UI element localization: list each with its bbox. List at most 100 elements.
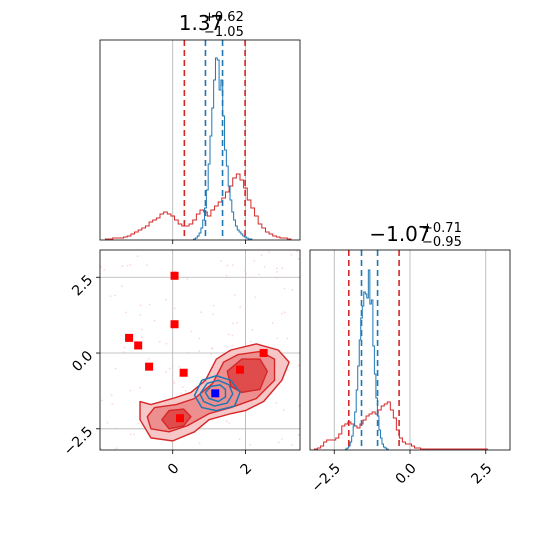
histogram-series xyxy=(104,57,292,240)
sample-point xyxy=(225,420,228,423)
sample-point xyxy=(198,442,201,445)
sample-point xyxy=(276,270,278,273)
marker-red xyxy=(170,271,179,280)
sample-point xyxy=(283,311,286,314)
sample-point xyxy=(276,267,278,270)
sample-point xyxy=(158,340,161,343)
title-value: −1.07 xyxy=(369,222,430,246)
sample-point xyxy=(280,438,283,440)
scatter-panel: 0 2 −2.5 0.0 2.5 xyxy=(61,249,301,478)
quantile-lines xyxy=(347,250,400,450)
sample-point xyxy=(244,273,247,276)
sample-point xyxy=(286,337,289,340)
sample-point xyxy=(200,311,202,314)
histogram-step-posterior_a xyxy=(104,173,292,240)
x-tick-label: 0 xyxy=(165,460,183,478)
tick-marks xyxy=(172,240,246,244)
sample-point xyxy=(260,254,263,257)
sample-point xyxy=(228,422,230,424)
sample-point xyxy=(129,263,132,266)
axes-frame xyxy=(99,249,301,451)
sample-point xyxy=(137,422,140,425)
histogram-step-posterior_b xyxy=(345,269,389,450)
title-upper-error: +0.71 xyxy=(422,221,462,236)
sample-point xyxy=(116,447,118,450)
sample-point xyxy=(164,298,167,301)
sample-point xyxy=(141,328,143,331)
tick-marks: −2.5 0.0 2.5 xyxy=(309,450,496,496)
sample-point xyxy=(110,394,113,397)
sample-point xyxy=(172,380,174,383)
histogram-panel-param-2: −2.5 0.0 2.5 −1.07 +0.71 −0.95 xyxy=(309,221,511,496)
sample-point xyxy=(106,421,109,424)
sample-point xyxy=(220,259,222,262)
sample-point xyxy=(145,264,148,267)
contours-posterior-b xyxy=(193,375,241,412)
sample-point xyxy=(178,365,181,368)
sample-point xyxy=(210,352,213,355)
sample-point xyxy=(287,369,289,372)
title-param-2: −1.07 xyxy=(369,222,430,246)
marker-red xyxy=(179,368,188,377)
marker-red xyxy=(259,349,268,358)
sample-point xyxy=(125,311,128,314)
title-upper-error: +0.62 xyxy=(204,10,244,25)
sample-point xyxy=(250,340,252,343)
sample-point xyxy=(275,402,278,404)
sample-point xyxy=(129,433,132,436)
y-tick-label: 2.5 xyxy=(69,272,96,299)
sample-point xyxy=(258,273,260,276)
sample-point xyxy=(249,443,252,446)
sample-point xyxy=(232,322,234,325)
y-tick-label: −2.5 xyxy=(61,424,96,459)
sample-point xyxy=(244,342,247,345)
sample-point xyxy=(181,386,184,389)
sample-point xyxy=(114,294,116,297)
histogram-series xyxy=(314,269,488,450)
sample-point xyxy=(173,270,176,273)
sample-point xyxy=(129,389,132,392)
sample-point xyxy=(231,344,234,347)
sample-point xyxy=(281,267,284,270)
sample-point xyxy=(283,287,286,290)
sample-point xyxy=(297,258,300,261)
x-tick-label: 2.5 xyxy=(468,460,495,487)
sample-point xyxy=(297,434,300,436)
sample-point xyxy=(198,337,201,340)
sample-point xyxy=(138,386,141,389)
sample-point xyxy=(123,346,126,349)
marker-red xyxy=(236,365,244,374)
marker-red xyxy=(176,414,184,423)
sample-point xyxy=(239,306,242,309)
sample-point xyxy=(212,313,214,316)
sample-point xyxy=(268,251,270,254)
sample-point xyxy=(186,278,189,280)
sample-point xyxy=(111,403,114,405)
sample-point xyxy=(109,295,112,298)
title-value: 1.37 xyxy=(179,11,224,35)
sample-point xyxy=(233,294,236,297)
sample-point xyxy=(165,370,168,373)
sample-point xyxy=(211,347,214,350)
quantile-lines xyxy=(183,40,246,240)
sample-point xyxy=(147,357,150,360)
contour-b-level-2 xyxy=(204,384,227,403)
sample-point xyxy=(140,336,143,339)
histogram-panel-param-1: 1.37 +0.62 −1.05 xyxy=(99,10,301,244)
sample-point xyxy=(121,285,124,288)
sample-point xyxy=(126,264,129,267)
sample-point xyxy=(271,322,274,324)
sample-point xyxy=(296,250,298,253)
sample-point xyxy=(254,296,257,299)
contour-b-level-0 xyxy=(193,375,241,412)
sample-point xyxy=(290,254,293,256)
sample-point xyxy=(184,390,187,392)
sample-point xyxy=(231,334,234,337)
sample-point xyxy=(101,399,103,402)
sample-point xyxy=(291,288,294,291)
sample-point xyxy=(227,333,230,336)
sample-point xyxy=(263,266,266,268)
sample-point xyxy=(114,367,117,370)
marker-blue xyxy=(211,389,220,398)
